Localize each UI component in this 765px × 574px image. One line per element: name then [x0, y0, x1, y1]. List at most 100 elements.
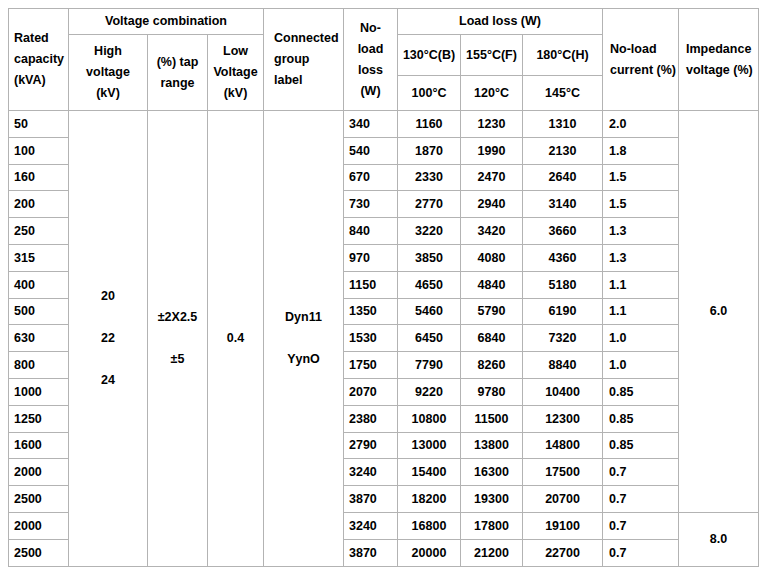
header-voltage-combination: Voltage combination [69, 9, 264, 35]
cell-load-loss-155C: 17800 [461, 512, 523, 539]
cell-no-load-loss: 3240 [344, 512, 398, 539]
cell-rated-capacity: 400 [9, 271, 69, 298]
header-low-voltage: Low Voltage (kV) [208, 35, 264, 111]
cell-load-loss-130C: 1160 [398, 111, 461, 138]
cell-load-loss-155C: 21200 [461, 539, 523, 566]
merged-connected-group-value: YynO [264, 338, 343, 380]
cell-no-load-current: 1.3 [603, 218, 679, 245]
cell-load-loss-155C: 8260 [461, 352, 523, 379]
cell-load-loss-180C: 8840 [523, 352, 603, 379]
header-temp-120C: 120°C [461, 76, 523, 111]
cell-rated-capacity: 250 [9, 218, 69, 245]
merged-impedance-voltage-8: 8.0 [679, 512, 759, 566]
cell-load-loss-155C: 4080 [461, 244, 523, 271]
cell-rated-capacity: 2500 [9, 486, 69, 513]
cell-load-loss-130C: 5460 [398, 298, 461, 325]
cell-load-loss-130C: 10800 [398, 405, 461, 432]
cell-rated-capacity: 1600 [9, 432, 69, 459]
cell-load-loss-130C: 13000 [398, 432, 461, 459]
cell-no-load-current: 1.3 [603, 244, 679, 271]
cell-load-loss-180C: 1310 [523, 111, 603, 138]
cell-load-loss-180C: 4360 [523, 244, 603, 271]
header-no-load-loss: No- load loss (W) [344, 9, 398, 111]
cell-load-loss-155C: 9780 [461, 378, 523, 405]
header-temp-100C: 100°C [398, 76, 461, 111]
header-load-loss: Load loss (W) [398, 9, 603, 35]
cell-load-loss-130C: 7790 [398, 352, 461, 379]
cell-load-loss-155C: 5790 [461, 298, 523, 325]
header-row-1: Rated capacity (kVA) Voltage combination… [9, 9, 759, 35]
cell-rated-capacity: 160 [9, 164, 69, 191]
cell-no-load-loss: 2380 [344, 405, 398, 432]
header-temp-145C: 145°C [523, 76, 603, 111]
merged-high-voltage: 202224 [69, 111, 148, 567]
cell-load-loss-155C: 2470 [461, 164, 523, 191]
cell-no-load-loss: 540 [344, 137, 398, 164]
cell-rated-capacity: 2000 [9, 459, 69, 486]
cell-load-loss-130C: 2770 [398, 191, 461, 218]
cell-no-load-current: 0.85 [603, 378, 679, 405]
cell-load-loss-130C: 15400 [398, 459, 461, 486]
merged-high-voltage-value: 24 [69, 359, 147, 401]
header-no-load-current: No-load current (%) [603, 9, 679, 111]
cell-no-load-current: 1.0 [603, 352, 679, 379]
cell-load-loss-130C: 18200 [398, 486, 461, 513]
cell-rated-capacity: 100 [9, 137, 69, 164]
header-rated-capacity: Rated capacity (kVA) [9, 9, 69, 111]
cell-rated-capacity: 50 [9, 111, 69, 138]
cell-rated-capacity: 315 [9, 244, 69, 271]
header-high-voltage: High voltage (kV) [69, 35, 148, 111]
merged-high-voltage-value: 22 [69, 317, 147, 359]
cell-no-load-loss: 840 [344, 218, 398, 245]
cell-load-loss-155C: 19300 [461, 486, 523, 513]
merged-impedance-voltage-6: 6.0 [679, 111, 759, 513]
cell-no-load-loss: 730 [344, 191, 398, 218]
cell-no-load-current: 0.7 [603, 486, 679, 513]
cell-load-loss-130C: 9220 [398, 378, 461, 405]
cell-load-loss-180C: 19100 [523, 512, 603, 539]
cell-load-loss-155C: 2940 [461, 191, 523, 218]
cell-no-load-current: 1.1 [603, 271, 679, 298]
cell-no-load-current: 0.85 [603, 432, 679, 459]
cell-load-loss-130C: 3850 [398, 244, 461, 271]
cell-rated-capacity: 800 [9, 352, 69, 379]
cell-no-load-loss: 1150 [344, 271, 398, 298]
merged-low-voltage-value: 0.4 [208, 317, 263, 359]
cell-rated-capacity: 2500 [9, 539, 69, 566]
cell-load-loss-180C: 5180 [523, 271, 603, 298]
header-temp-180C-H: 180°C(H) [523, 35, 603, 76]
merged-tap-range-value: ±2X2.5 [148, 296, 207, 338]
cell-load-loss-180C: 2640 [523, 164, 603, 191]
cell-no-load-loss: 3870 [344, 486, 398, 513]
cell-load-loss-155C: 1990 [461, 137, 523, 164]
cell-no-load-current: 0.7 [603, 512, 679, 539]
transformer-spec-table: Rated capacity (kVA) Voltage combination… [8, 8, 759, 567]
header-temp-130C-B: 130°C(B) [398, 35, 461, 76]
cell-no-load-loss: 3240 [344, 459, 398, 486]
cell-load-loss-155C: 11500 [461, 405, 523, 432]
cell-no-load-loss: 670 [344, 164, 398, 191]
cell-rated-capacity: 200 [9, 191, 69, 218]
merged-tap-range-value: ±5 [148, 338, 207, 380]
cell-load-loss-180C: 10400 [523, 378, 603, 405]
cell-rated-capacity: 1000 [9, 378, 69, 405]
cell-load-loss-130C: 6450 [398, 325, 461, 352]
cell-no-load-loss: 2070 [344, 378, 398, 405]
cell-load-loss-180C: 22700 [523, 539, 603, 566]
cell-load-loss-155C: 1230 [461, 111, 523, 138]
cell-load-loss-130C: 16800 [398, 512, 461, 539]
header-connected-group: Connected group label [264, 9, 344, 111]
cell-no-load-loss: 970 [344, 244, 398, 271]
cell-load-loss-180C: 3140 [523, 191, 603, 218]
merged-low-voltage: 0.4 [208, 111, 264, 567]
cell-load-loss-155C: 3420 [461, 218, 523, 245]
cell-no-load-loss: 1350 [344, 298, 398, 325]
cell-rated-capacity: 630 [9, 325, 69, 352]
cell-no-load-current: 1.1 [603, 298, 679, 325]
cell-no-load-loss: 1530 [344, 325, 398, 352]
header-temp-155C-F: 155°C(F) [461, 35, 523, 76]
cell-load-loss-130C: 4650 [398, 271, 461, 298]
header-impedance-voltage: Impedance voltage (%) [679, 9, 759, 111]
cell-rated-capacity: 1250 [9, 405, 69, 432]
cell-no-load-current: 0.85 [603, 405, 679, 432]
